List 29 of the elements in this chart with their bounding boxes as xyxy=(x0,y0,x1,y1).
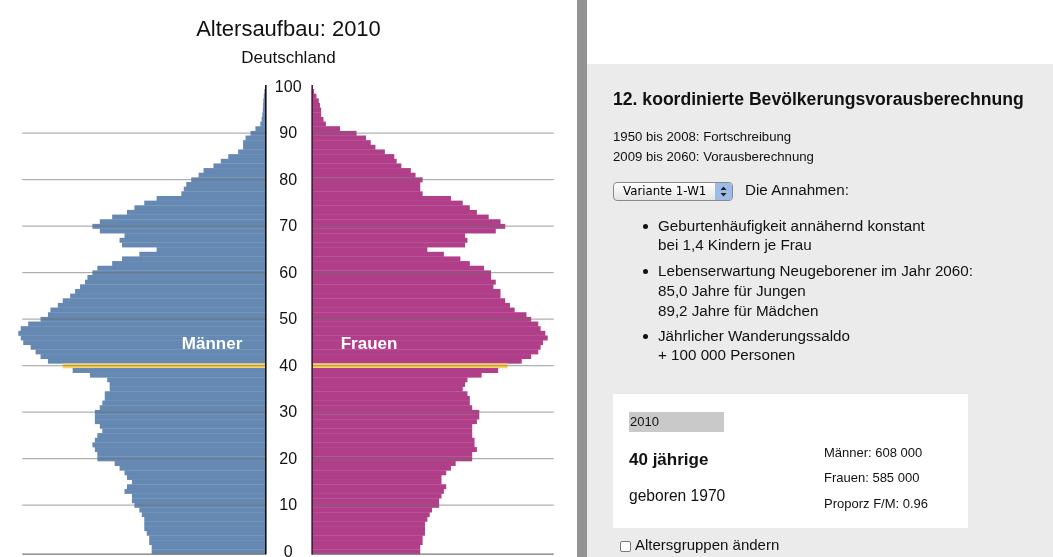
chart-subtitle: Deutschland xyxy=(241,48,336,67)
text: 12. koordinierte Bevölkerungsvorausberechnung xyxy=(613,88,1024,110)
text: Jährlicher Wanderungssaldo + 100 000 Personen xyxy=(658,325,850,366)
y-tick-label: 50 xyxy=(279,310,298,328)
text: 40 jährige xyxy=(629,449,709,471)
y-tick-label: 40 xyxy=(279,356,298,374)
text: Frauen: 585 000 xyxy=(824,470,920,486)
text: 2009 bis 2060: Vorausberechnung xyxy=(613,148,814,166)
text: Lebenserwartung Neugeborener im Jahr 2060: 85,0 Jahre für Jungen 89,2 Jahre für Mädchen xyxy=(658,261,973,321)
y-tick-label: 80 xyxy=(279,170,298,188)
y-tick-label: 30 xyxy=(279,403,298,421)
text: 1950 bis 2008: Fortschreibung xyxy=(613,128,792,146)
dropdown: Variante 1-W1 xyxy=(613,182,733,201)
text: Geburtenhäufigkeit annähernd konstant bei 1,4 Kindern je Frau xyxy=(658,215,925,256)
text: 2010 xyxy=(630,414,659,430)
series-label: Frauen xyxy=(340,333,398,353)
text: Männer: 608 000 xyxy=(824,445,923,461)
text: Proporz F/M: 0.96 xyxy=(824,496,929,512)
text: Altersgruppen ändern xyxy=(635,536,780,554)
y-tick-label: 90 xyxy=(279,124,298,142)
text: Die Annahmen: xyxy=(745,180,849,200)
y-tick-label: 100 xyxy=(274,77,302,95)
y-tick-label: 20 xyxy=(279,449,298,467)
text: geboren 1970 xyxy=(629,486,726,506)
y-tick-label: 60 xyxy=(279,263,298,281)
y-tick-label: 10 xyxy=(279,496,298,514)
chart-title: Altersaufbau: 2010 xyxy=(196,16,381,41)
y-tick-label: 70 xyxy=(279,217,298,235)
y-tick-label: 0 xyxy=(283,542,293,557)
